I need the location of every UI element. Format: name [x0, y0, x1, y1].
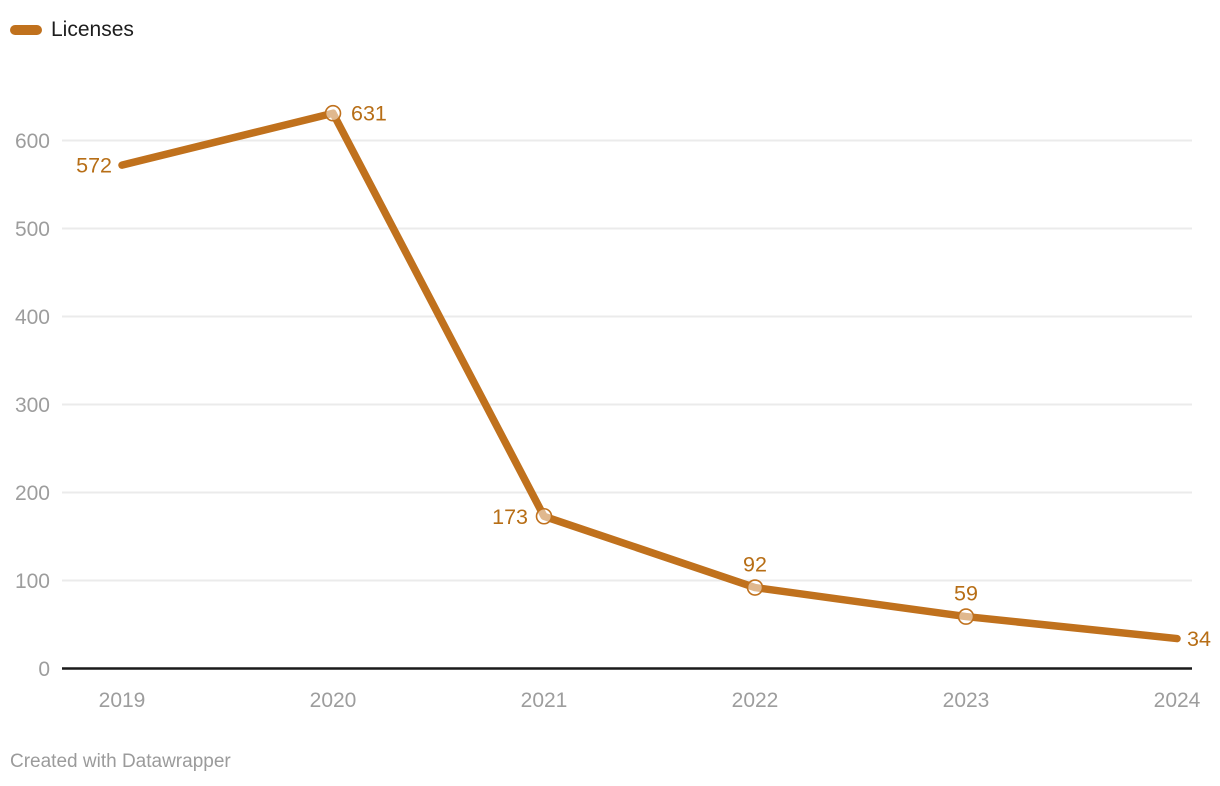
data-point-marker — [746, 579, 764, 596]
legend-label-licenses: Licenses — [51, 18, 134, 41]
value-label: 572 — [76, 154, 112, 178]
data-point-marker — [324, 104, 342, 122]
x-tick-label: 2021 — [521, 689, 568, 712]
data-point-marker — [535, 507, 553, 525]
licenses-line-chart: 0 100 200 300 400 500 600 2019 2020 2021 2022 2023 2… — [15, 102, 1211, 712]
value-label: 631 — [351, 102, 387, 126]
legend: Licenses — [10, 18, 134, 42]
value-label: 34 — [1187, 627, 1211, 651]
x-tick-label: 2023 — [943, 689, 990, 712]
legend-swatch-licenses — [10, 25, 42, 35]
y-tick-label: 400 — [15, 306, 50, 329]
x-tick-label: 2019 — [99, 689, 146, 712]
y-tick-label: 100 — [15, 570, 50, 593]
y-tick-label: 500 — [15, 218, 50, 241]
value-label: 173 — [492, 505, 528, 529]
data-point-marker — [957, 608, 975, 625]
y-tick-label: 300 — [15, 394, 50, 417]
value-label: 92 — [743, 553, 767, 577]
series-line-licenses — [118, 109, 1181, 643]
y-tick-label: 200 — [15, 482, 50, 505]
x-tick-label: 2024 — [1154, 689, 1201, 712]
x-tick-label: 2022 — [732, 689, 779, 712]
y-tick-label: 0 — [38, 658, 50, 681]
x-tick-label: 2020 — [310, 689, 357, 712]
value-label: 59 — [954, 582, 978, 606]
y-tick-label: 600 — [15, 130, 50, 153]
attribution-text: Created with Datawrapper — [10, 751, 231, 772]
